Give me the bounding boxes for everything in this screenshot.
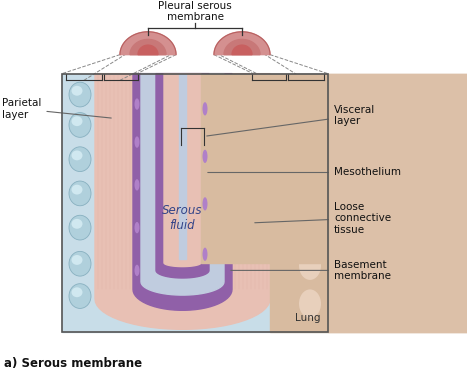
Ellipse shape <box>299 114 321 142</box>
Bar <box>179 74 186 259</box>
Polygon shape <box>214 32 270 55</box>
Text: Visceral
layer: Visceral layer <box>207 105 375 136</box>
Ellipse shape <box>71 287 83 297</box>
Ellipse shape <box>71 219 83 229</box>
Polygon shape <box>130 39 166 55</box>
Ellipse shape <box>203 150 207 163</box>
Ellipse shape <box>299 76 321 104</box>
Bar <box>270 74 328 332</box>
Ellipse shape <box>134 98 140 110</box>
Ellipse shape <box>69 113 91 137</box>
Ellipse shape <box>134 137 140 148</box>
Ellipse shape <box>134 179 140 191</box>
Polygon shape <box>120 32 176 55</box>
Text: Lung: Lung <box>295 313 320 323</box>
Polygon shape <box>164 74 201 267</box>
Ellipse shape <box>71 150 83 160</box>
Bar <box>62 74 328 332</box>
Bar <box>328 74 467 332</box>
Polygon shape <box>156 74 209 278</box>
Text: Parietal
layer: Parietal layer <box>2 98 111 120</box>
Polygon shape <box>138 45 158 55</box>
Ellipse shape <box>203 102 207 116</box>
Ellipse shape <box>71 86 83 96</box>
Bar <box>62 74 328 332</box>
Ellipse shape <box>69 147 91 172</box>
Ellipse shape <box>71 255 83 265</box>
Ellipse shape <box>203 197 207 211</box>
Ellipse shape <box>299 156 321 185</box>
Ellipse shape <box>69 215 91 240</box>
Polygon shape <box>232 45 252 55</box>
Ellipse shape <box>299 251 321 280</box>
Text: Serous
fluid: Serous fluid <box>162 204 203 232</box>
Ellipse shape <box>134 222 140 233</box>
Text: Loose
connective
tissue: Loose connective tissue <box>255 202 391 235</box>
Ellipse shape <box>71 116 83 126</box>
Ellipse shape <box>299 289 321 318</box>
Bar <box>328 74 467 332</box>
Bar <box>201 74 328 263</box>
Ellipse shape <box>71 185 83 194</box>
Ellipse shape <box>203 248 207 261</box>
Text: Basement
membrane: Basement membrane <box>231 260 391 281</box>
Ellipse shape <box>69 284 91 309</box>
Text: Mesothelium: Mesothelium <box>208 168 401 178</box>
Text: a) Serous membrane: a) Serous membrane <box>4 357 142 370</box>
Ellipse shape <box>69 251 91 276</box>
Text: Pleural serous
membrane: Pleural serous membrane <box>158 1 232 22</box>
Ellipse shape <box>299 204 321 232</box>
Ellipse shape <box>69 82 91 107</box>
Polygon shape <box>224 39 260 55</box>
Polygon shape <box>95 74 270 329</box>
Ellipse shape <box>134 265 140 276</box>
Polygon shape <box>141 74 224 295</box>
Polygon shape <box>133 74 232 310</box>
Ellipse shape <box>69 181 91 206</box>
